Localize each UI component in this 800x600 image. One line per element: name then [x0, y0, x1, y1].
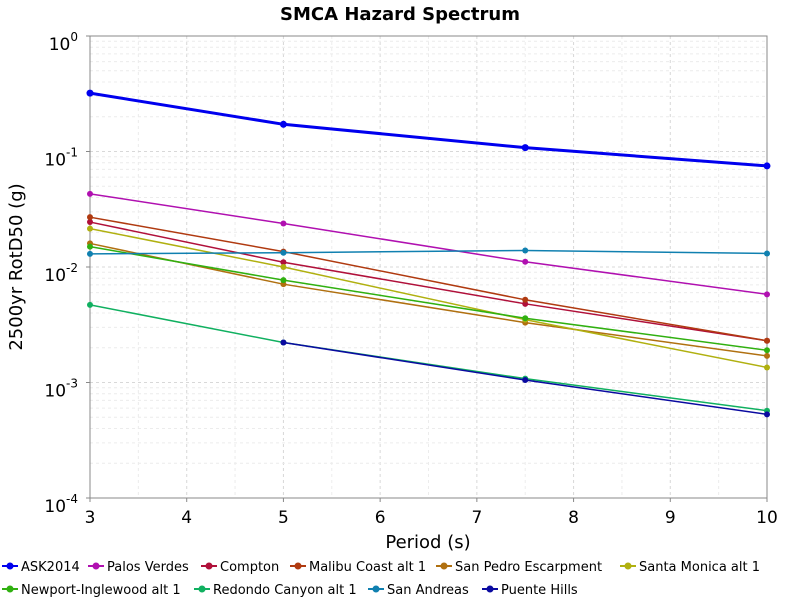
data-point: [764, 411, 770, 418]
x-tick-label: 10: [756, 508, 778, 528]
legend-swatch-marker: [294, 562, 302, 570]
y-tick-label: 10-3: [44, 377, 78, 402]
legend-item: Newport-Inglewood alt 1: [2, 583, 181, 598]
data-point: [280, 339, 287, 346]
legend-item: Compton: [201, 560, 279, 575]
data-point: [280, 264, 287, 270]
grid: [89, 36, 768, 499]
data-point: [87, 301, 93, 308]
y-axis: 100 10-1 10-2 10-3 10-4: [44, 30, 90, 517]
legend-label: ASK2014: [21, 560, 80, 575]
data-point: [522, 377, 529, 384]
x-tick-label: 3: [85, 508, 96, 528]
legend-item: ASK2014: [2, 560, 80, 575]
legend-item: San Pedro Escarpment: [436, 560, 602, 575]
legend-label: San Andreas: [387, 583, 469, 598]
data-point: [522, 296, 529, 303]
data-point: [764, 364, 770, 371]
x-tick-label: 9: [665, 508, 676, 528]
data-point: [764, 291, 770, 298]
legend-swatch-marker: [372, 585, 380, 593]
series-line: [89, 245, 768, 352]
data-point: [280, 259, 287, 266]
x-tick-label: 5: [278, 508, 289, 528]
legend-swatch-marker: [198, 585, 206, 593]
legend-item: Malibu Coast alt 1: [290, 560, 426, 575]
x-tick-label: 7: [471, 508, 482, 528]
data-point: [280, 277, 287, 284]
series-line: [89, 221, 768, 342]
x-axis: 3 4 5 6 7 8 9 10: [85, 498, 778, 528]
series-line: [89, 249, 768, 255]
data-point: [86, 89, 94, 97]
series-group: [86, 89, 771, 418]
series-line: [89, 91, 768, 168]
x-tick-label: 8: [568, 508, 579, 528]
legend-item: Palos Verdes: [88, 560, 189, 575]
data-point: [763, 162, 771, 170]
data-point: [87, 219, 93, 226]
data-point: [87, 250, 93, 257]
legend: ASK2014 Palos Verdes Compton Malibu Coast a…: [2, 560, 760, 598]
legend-label: Newport-Inglewood alt 1: [21, 583, 181, 598]
data-point: [764, 352, 770, 359]
legend-label: Santa Monica alt 1: [639, 560, 760, 575]
legend-swatch-marker: [6, 585, 14, 593]
x-axis-label: Period (s): [385, 532, 470, 553]
data-point: [764, 347, 770, 354]
data-point: [280, 220, 287, 227]
legend-label: San Pedro Escarpment: [455, 560, 602, 575]
series-newport-inglewood-alt-1: [87, 243, 770, 354]
y-tick-label: 10-4: [44, 492, 78, 517]
legend-item: San Andreas: [368, 583, 469, 598]
data-point: [279, 120, 287, 128]
legend-swatch-marker: [6, 562, 14, 570]
data-point: [522, 258, 529, 265]
legend-label: Compton: [220, 560, 279, 575]
legend-label: Redondo Canyon alt 1: [213, 583, 357, 598]
data-point: [87, 190, 93, 197]
legend-label: Puente Hills: [501, 583, 578, 598]
data-point: [764, 337, 770, 344]
y-tick-label: 100: [49, 30, 78, 55]
data-point: [522, 315, 529, 322]
series-palos-verdes: [87, 190, 770, 298]
legend-swatch-marker: [624, 562, 632, 570]
y-tick-label: 10-2: [44, 261, 78, 286]
legend-item: Redondo Canyon alt 1: [194, 583, 357, 598]
legend-swatch-marker: [205, 562, 213, 570]
data-point: [764, 250, 770, 257]
data-point: [521, 144, 529, 152]
series-line: [89, 193, 768, 296]
x-tick-label: 6: [375, 508, 386, 528]
legend-item: Santa Monica alt 1: [620, 560, 760, 575]
legend-label: Palos Verdes: [107, 560, 189, 575]
series-san-andreas: [87, 247, 770, 257]
legend-item: Puente Hills: [482, 583, 578, 598]
data-point: [87, 243, 93, 250]
data-point: [87, 214, 93, 221]
data-point: [87, 225, 93, 232]
legend-swatch-marker: [92, 562, 100, 570]
y-axis-label: 2500yr RotD50 (g): [6, 183, 27, 350]
legend-swatch-marker: [486, 585, 494, 593]
data-point: [280, 249, 287, 256]
series-ask2014: [86, 89, 771, 170]
chart-title: SMCA Hazard Spectrum: [280, 4, 520, 25]
data-point: [522, 247, 529, 254]
series-puente-hills: [280, 339, 770, 418]
x-tick-label: 4: [181, 508, 192, 528]
series-line: [89, 216, 768, 342]
series-malibu-coast-alt-1: [87, 214, 770, 344]
legend-swatch-marker: [440, 562, 448, 570]
y-tick-label: 10-1: [44, 146, 78, 171]
series-line: [89, 227, 768, 369]
legend-label: Malibu Coast alt 1: [309, 560, 426, 575]
